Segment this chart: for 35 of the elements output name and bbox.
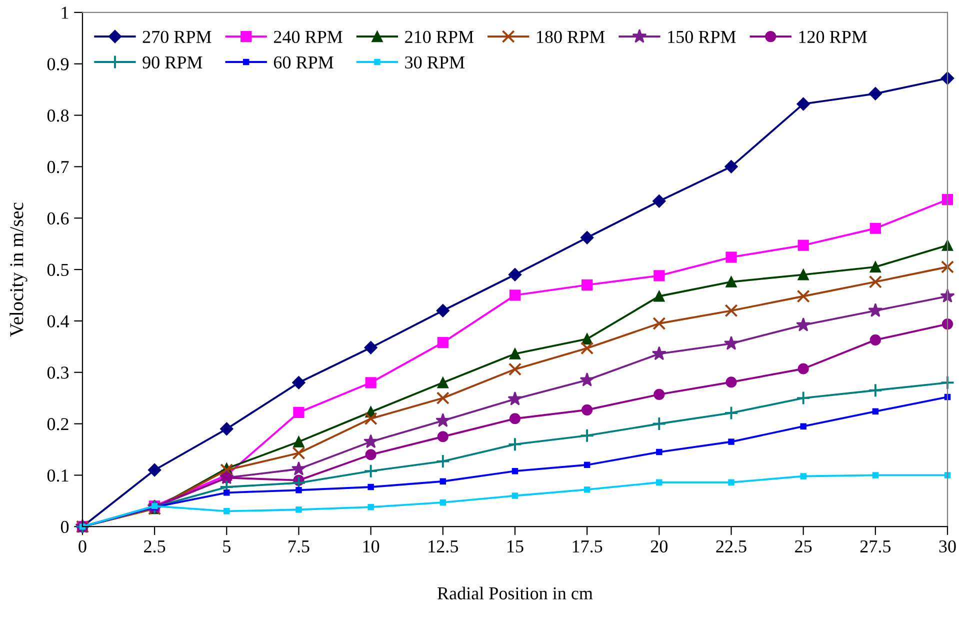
legend-label: 30 RPM xyxy=(405,56,464,69)
x-tick-label: 12.5 xyxy=(428,540,458,553)
x-tick-label: 5 xyxy=(223,540,230,553)
x-tick-label: 20 xyxy=(650,540,668,553)
legend-label: 240 RPM xyxy=(274,30,342,44)
x-tick-label: 15 xyxy=(508,540,524,553)
y-tick-label: 0 xyxy=(60,520,69,534)
x-tick-label: 0 xyxy=(78,540,86,553)
y-axis-title: Velocity in m/sec xyxy=(10,202,28,337)
legend-label: 90 RPM xyxy=(142,56,202,69)
x-tick-label: 27.5 xyxy=(860,540,890,553)
x-tick-label: 17.5 xyxy=(572,540,602,553)
y-tick-label: 1 xyxy=(62,6,68,19)
x-tick-label: 10 xyxy=(363,540,380,553)
x-tick-label: 30 xyxy=(939,540,956,553)
legend-label: 60 RPM xyxy=(274,56,334,69)
y-tick-label: 0.4 xyxy=(47,315,69,328)
y-tick-label: 0.1 xyxy=(47,469,68,482)
legend-label: 270 RPM xyxy=(142,30,212,44)
y-tick-label: 0.3 xyxy=(47,366,69,379)
legend-label: 120 RPM xyxy=(799,30,867,44)
y-tick-label: 0.5 xyxy=(47,264,69,276)
y-tick-label: 0.7 xyxy=(47,160,69,174)
x-tick-label: 25 xyxy=(795,540,812,553)
y-tick-label: 0.8 xyxy=(47,110,69,122)
y-tick-label: 0.9 xyxy=(47,58,69,70)
y-tick-label: 0.2 xyxy=(47,418,68,430)
y-tick-label: 0.6 xyxy=(47,212,69,225)
x-axis-title: Radial Position in cm xyxy=(438,586,593,600)
x-tick-label: 22.5 xyxy=(716,540,746,553)
legend-label: 210 RPM xyxy=(405,30,474,44)
legend-label: 180 RPM xyxy=(537,30,605,44)
x-tick-label: 2.5 xyxy=(144,540,166,553)
x-tick-label: 7.5 xyxy=(288,540,310,553)
legend-label: 150 RPM xyxy=(668,30,736,44)
